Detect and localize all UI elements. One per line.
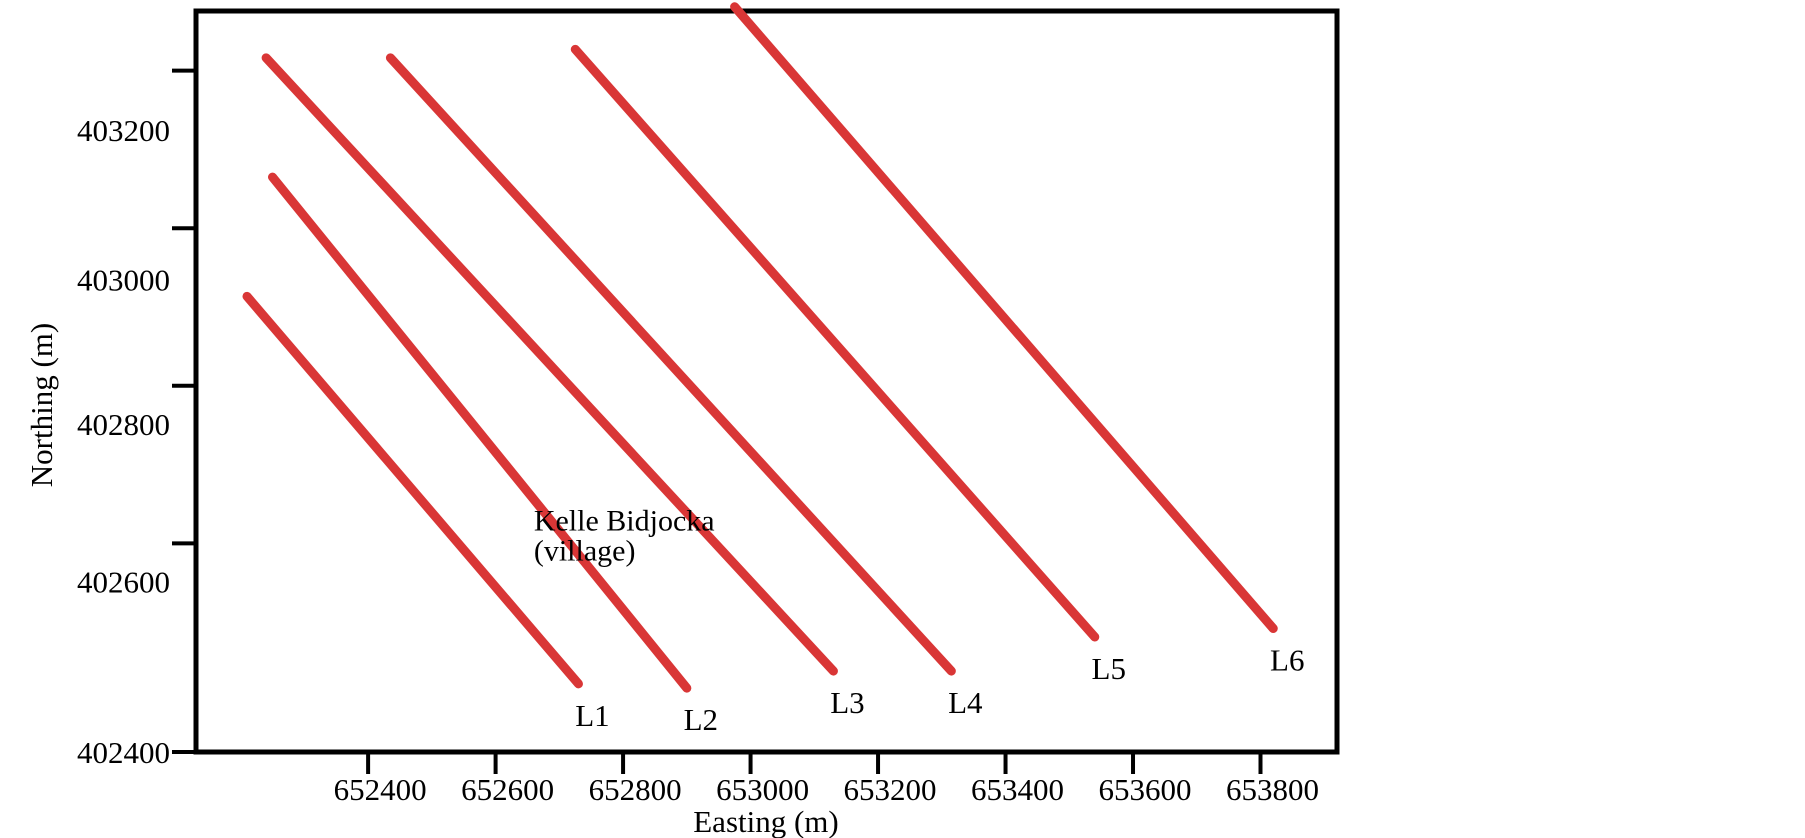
survey-line-l3 (261, 53, 838, 676)
x-tick-label: 653800 (1226, 772, 1319, 807)
survey-line-l2 (267, 172, 692, 693)
series-label-l6: L6 (1270, 643, 1304, 678)
x-tick-label: 652800 (589, 772, 682, 807)
x-tick-label: 652400 (334, 772, 427, 807)
x-tick-label: 653600 (1099, 772, 1192, 807)
survey-line-l1 (242, 291, 583, 689)
series-label-l4: L4 (948, 685, 983, 720)
x-axis: 652400 652600 652800 653000 653200 653400 6536… (334, 752, 1319, 807)
x-tick-label: 652600 (461, 772, 554, 807)
y-tick-label: 402800 (77, 407, 170, 442)
annotation-1: (village) (534, 534, 636, 567)
y-tick-label: 402600 (77, 565, 170, 600)
annotations: Kelle Bidjocka(village) (534, 505, 715, 568)
x-axis-title: Easting (m) (693, 804, 839, 838)
y-axis: 403200 403000 402800 402600 402400 (77, 68, 196, 770)
survey-line-l6 (730, 2, 1278, 633)
y-tick-label: 403200 (77, 113, 170, 148)
series-label-l5: L5 (1092, 651, 1126, 686)
series-label-l3: L3 (830, 685, 864, 720)
survey-line-l5 (570, 44, 1100, 642)
series-label-l1: L1 (575, 698, 609, 733)
series-lines (242, 2, 1278, 693)
survey-line-l4 (385, 53, 956, 676)
annotation-0: Kelle Bidjocka (534, 505, 715, 538)
x-tick-label: 653400 (971, 772, 1064, 807)
y-tick-label: 403000 (77, 262, 170, 297)
y-tick-label: 402400 (77, 735, 170, 770)
x-tick-label: 653200 (844, 772, 937, 807)
series-label-l2: L2 (684, 702, 718, 737)
plot-frame (193, 8, 1340, 755)
x-tick-label: 653000 (716, 772, 809, 807)
y-axis-title: Northing (m) (24, 323, 59, 487)
series-labels: L1 L2 L3 L4 L5 L6 (575, 643, 1304, 738)
